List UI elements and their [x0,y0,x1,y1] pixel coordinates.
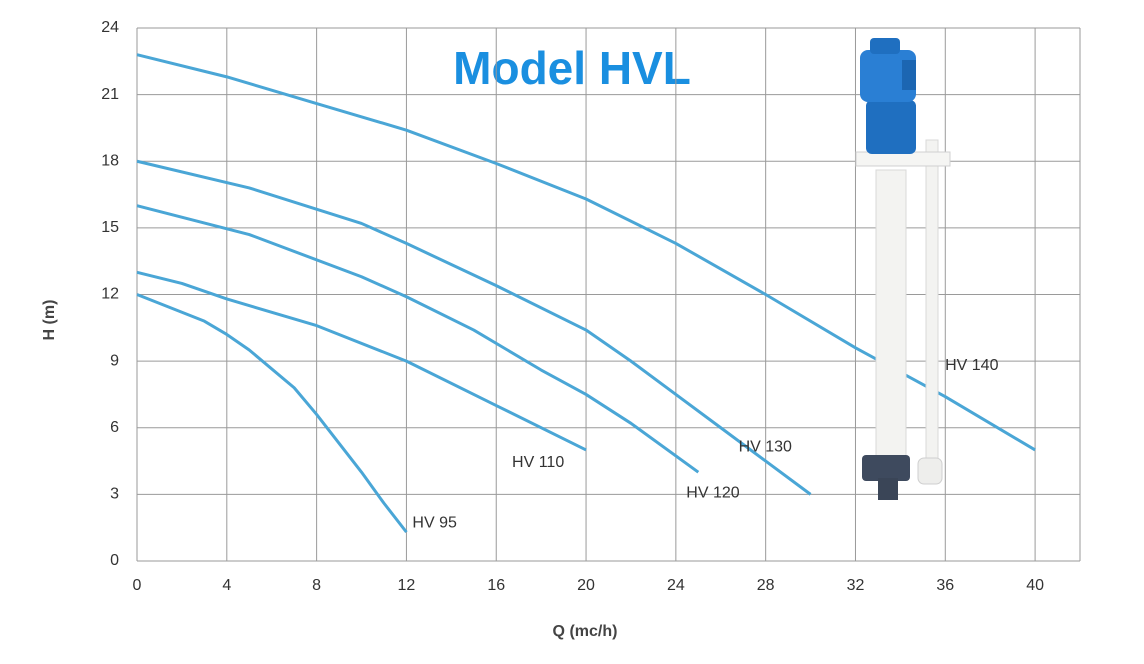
x-tick-label: 4 [222,577,231,594]
curve-label: HV 110 [512,454,564,471]
y-tick-label: 18 [101,152,119,169]
y-tick-label: 9 [110,352,119,369]
x-tick-label: 12 [398,577,416,594]
y-axis-label: H (m) [41,300,58,341]
x-tick-label: 0 [133,577,142,594]
x-tick-label: 24 [667,577,685,594]
curve [136,159,812,496]
curve [136,204,700,474]
x-tick-label: 8 [312,577,321,594]
pump-image [855,38,951,500]
y-tick-label: 0 [110,552,119,569]
y-tick-label: 3 [110,486,119,503]
y-tick-label: 15 [101,219,119,236]
x-tick-label: 40 [1026,577,1044,594]
x-tick-label: 28 [757,577,775,594]
curve-label: HV 130 [739,439,792,456]
curve-label: HV 120 [686,484,739,501]
y-tick-label: 12 [101,286,119,303]
x-tick-label: 20 [577,577,595,594]
y-tick-label: 24 [101,19,119,36]
x-tick-label: 32 [847,577,865,594]
curve [136,293,408,534]
x-tick-label: 36 [936,577,954,594]
x-axis-label: Q (mc/h) [553,623,618,640]
y-tick-label: 6 [110,419,119,436]
curve-label: HV 140 [945,357,998,374]
curve-label: HV 95 [412,514,457,531]
x-tick-label: 16 [487,577,505,594]
y-tick-label: 21 [101,86,119,103]
chart-title: Model HVL [453,42,691,94]
curve [136,270,587,452]
